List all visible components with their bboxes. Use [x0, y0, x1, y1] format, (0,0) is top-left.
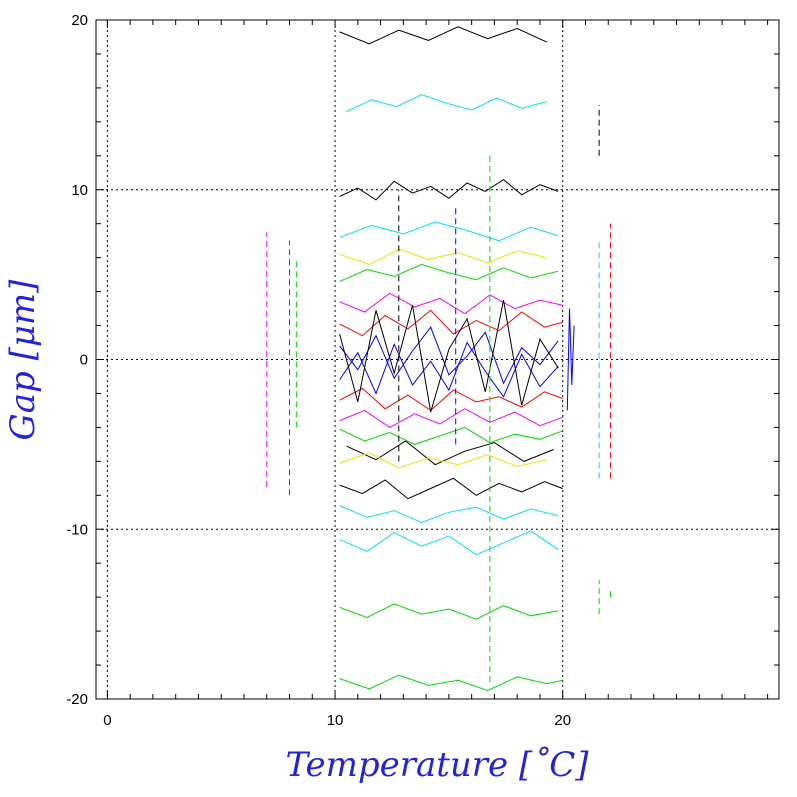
series-line — [346, 440, 554, 466]
series-line — [339, 292, 563, 315]
series-line — [339, 248, 547, 265]
series-line — [339, 300, 559, 413]
series-line — [339, 221, 559, 242]
y-tick-label: 0 — [80, 352, 88, 369]
series-line — [346, 94, 547, 113]
series-line — [339, 408, 563, 428]
series-line — [339, 505, 559, 524]
grid-lines — [96, 20, 779, 699]
y-tick-label: -10 — [66, 521, 88, 538]
x-tick-label: 20 — [554, 712, 571, 729]
series-line — [339, 477, 563, 500]
series-line — [339, 452, 547, 469]
series-line — [339, 341, 559, 398]
y-tick-label: 20 — [71, 12, 88, 29]
series-line — [339, 387, 563, 412]
series-line — [566, 308, 575, 411]
y-tick-label: -20 — [66, 691, 88, 708]
axis-ticks — [96, 19, 779, 700]
data-series — [266, 26, 612, 692]
axis-tick-labels: 0 10 20 20 10 0 -10 -20 — [66, 12, 571, 729]
y-tick-label: 10 — [71, 182, 88, 199]
y-axis-title: Gap [μm] — [3, 279, 43, 441]
series-line — [339, 326, 559, 385]
series-line — [339, 26, 548, 45]
x-axis-title: Temperature [˚C] — [285, 745, 589, 785]
series-line — [339, 674, 563, 692]
series-line — [339, 263, 559, 282]
series-line — [339, 530, 559, 556]
series-line — [339, 309, 563, 337]
x-tick-label: 10 — [327, 712, 344, 729]
x-tick-label: 0 — [103, 712, 111, 729]
series-line — [339, 603, 559, 620]
series-line — [339, 178, 559, 201]
series-line — [339, 426, 563, 445]
